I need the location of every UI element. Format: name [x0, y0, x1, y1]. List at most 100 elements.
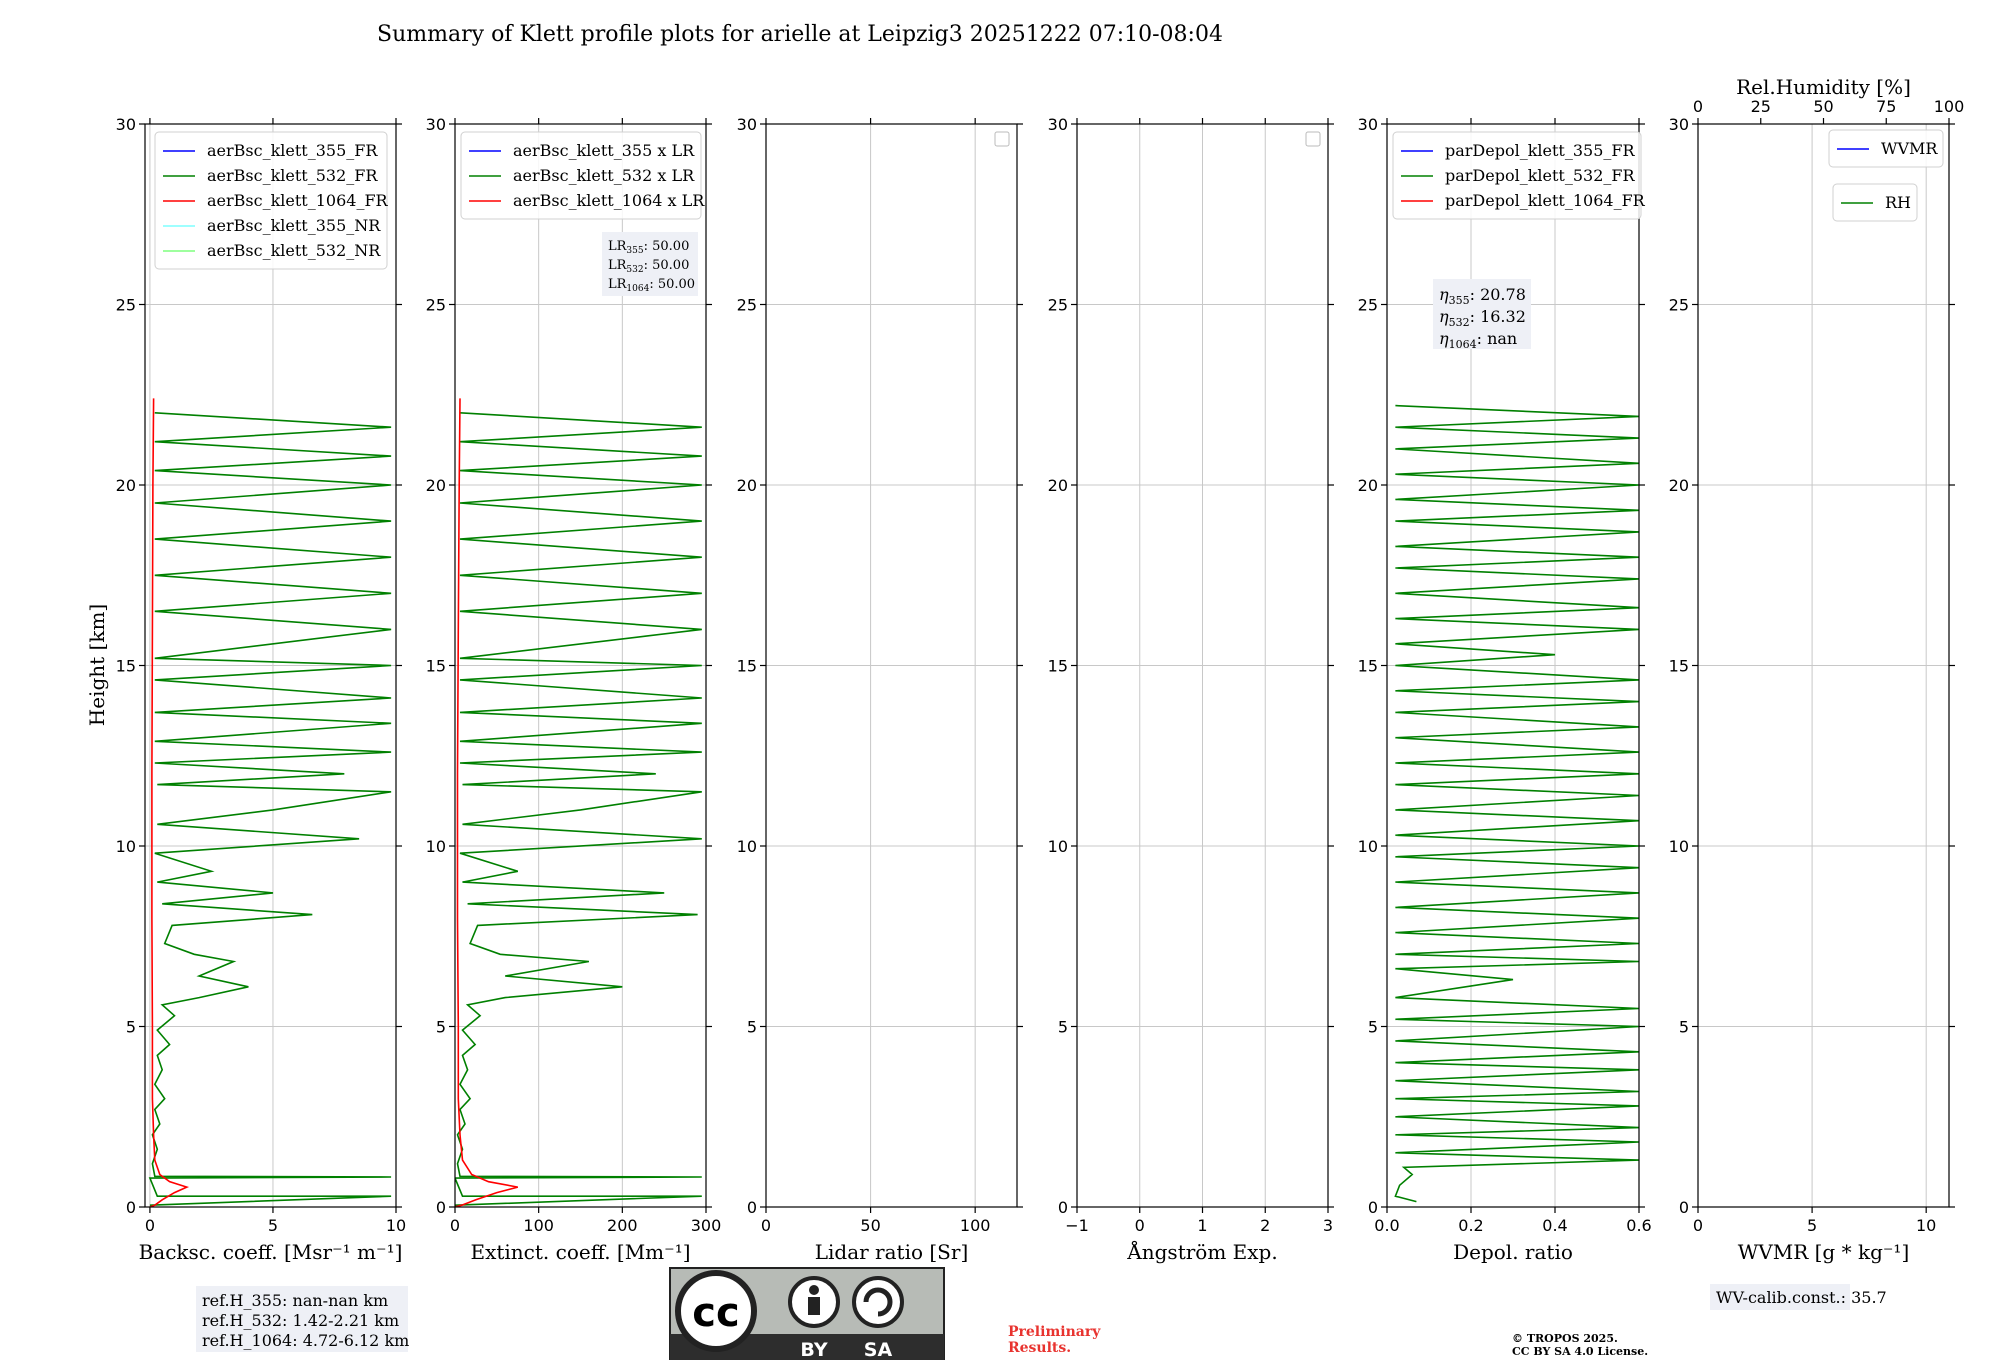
legend-label: WVMR [1881, 139, 1938, 158]
top-x-tick-label: 25 [1751, 97, 1771, 116]
x-tick-label: 0.4 [1542, 1216, 1567, 1235]
x-tick-label: 300 [691, 1216, 722, 1235]
y-tick-label: 15 [1669, 657, 1689, 676]
preliminary-note-line2: Results. [1008, 1340, 1071, 1356]
y-tick-label: 25 [737, 296, 757, 315]
cc-license-badge: cc BY SA [669, 1267, 945, 1360]
lr-info-line: LR1064: 50.00 [608, 277, 695, 294]
legend-label: aerBsc_klett_1064 x LR [513, 191, 705, 210]
top-x-tick-label: 50 [1813, 97, 1833, 116]
legend-box-rh [1832, 183, 1918, 222]
x-tick-label: 0.0 [1374, 1216, 1399, 1235]
top-x-tick-label: 100 [1934, 97, 1965, 116]
y-tick-label: 25 [1048, 296, 1068, 315]
y-tick-label: 25 [116, 296, 136, 315]
cc-logo-text: cc [692, 1290, 739, 1336]
preliminary-note-line1: Preliminary [1008, 1324, 1101, 1340]
cc-logo-icon [675, 1270, 757, 1352]
y-tick-label: 10 [116, 837, 136, 856]
y-tick-label: 5 [1058, 1018, 1068, 1037]
x-tick-label: 1 [1197, 1216, 1207, 1235]
x-tick-label: 0 [145, 1216, 155, 1235]
legend-box [154, 131, 388, 270]
y-tick-label: 30 [1358, 115, 1378, 134]
eta-info-line: η532: 16.32 [1439, 307, 1526, 329]
y-tick-label: 0 [1058, 1198, 1068, 1217]
x-tick-label: 0.2 [1458, 1216, 1483, 1235]
ref-height-box [196, 1286, 408, 1352]
y-tick-label: 15 [1358, 657, 1378, 676]
y-tick-label: 30 [426, 115, 446, 134]
y-tick-label: 10 [737, 837, 757, 856]
y-tick-label: 0 [1368, 1198, 1378, 1217]
legend-box [1828, 129, 1944, 168]
ref-height-line: ref.H_355: nan-nan km [202, 1291, 388, 1310]
x-tick-label: 50 [860, 1216, 880, 1235]
y-tick-label: 5 [436, 1018, 446, 1037]
legend-label: parDepol_klett_355_FR [1445, 141, 1636, 160]
y-tick-label: 15 [426, 657, 446, 676]
y-tick-label: 10 [1358, 837, 1378, 856]
x-tick-label: 10 [1916, 1216, 1936, 1235]
x-tick-label: −1 [1065, 1216, 1089, 1235]
y-tick-label: 20 [116, 476, 136, 495]
y-tick-label: 10 [426, 837, 446, 856]
top-x-axis-label: Rel.Humidity [%] [1736, 75, 1911, 99]
y-tick-label: 5 [1679, 1018, 1689, 1037]
y-tick-label: 20 [1358, 476, 1378, 495]
y-tick-label: 30 [116, 115, 136, 134]
copyright-line2: CC BY SA 4.0 License. [1512, 1345, 1648, 1358]
copyright-line1: © TROPOS 2025. [1512, 1332, 1618, 1345]
x-tick-label: 2 [1260, 1216, 1270, 1235]
top-x-tick-label: 75 [1876, 97, 1896, 116]
legend-label: aerBsc_klett_532_FR [207, 166, 378, 185]
y-tick-label: 20 [737, 476, 757, 495]
panel-lr: 0 5 10 15 20 25 30 0 50 100 Lidar ratio [Sr] [737, 115, 1023, 1264]
series-parDepol_klett_532_FR [1394, 404, 1639, 1203]
x-axis-label: Extinct. coeff. [Mm⁻¹] [470, 1240, 690, 1264]
sa-arrow-icon [863, 1287, 893, 1317]
y-tick-label: 20 [1048, 476, 1068, 495]
by-person-head [809, 1285, 819, 1295]
figure-title: Summary of Klett profile plots for ariel… [377, 22, 1223, 47]
legend-label: aerBsc_klett_532_NR [207, 241, 381, 260]
legend-label: aerBsc_klett_355_NR [207, 216, 381, 235]
y-tick-label: 10 [1048, 837, 1068, 856]
y-tick-label: 30 [1669, 115, 1689, 134]
x-axis-label: Lidar ratio [Sr] [815, 1240, 969, 1264]
empty-legend [994, 131, 1010, 147]
legend-label: aerBsc_klett_532 x LR [513, 166, 695, 185]
x-tick-label: 0.6 [1626, 1216, 1651, 1235]
legend-label: aerBsc_klett_355_FR [207, 141, 378, 160]
legend-label: parDepol_klett_1064_FR [1445, 191, 1646, 210]
legend-label: parDepol_klett_532_FR [1445, 166, 1636, 185]
panel-dep: 0 5 10 15 20 25 30 0.0 0.2 0.4 0.6 Depol. ratio parD… [1358, 115, 1652, 1264]
lr-info-line: LR355: 50.00 [608, 239, 689, 256]
y-tick-label: 30 [1048, 115, 1068, 134]
y-tick-label: 0 [436, 1198, 446, 1217]
sa-share-icon [852, 1276, 904, 1328]
x-tick-label: 10 [386, 1216, 406, 1235]
x-tick-label: 0 [1135, 1216, 1145, 1235]
y-axis-label: Height [km] [85, 604, 109, 726]
wv-calib-text: WV-calib.const.: 35.7 [1716, 1288, 1887, 1307]
empty-legend [1305, 131, 1321, 147]
y-tick-label: 5 [747, 1018, 757, 1037]
series-aerBsc_klett_1064_FR [149, 398, 190, 1207]
lr-info-box [602, 232, 698, 296]
y-tick-label: 0 [747, 1198, 757, 1217]
x-tick-label: 3 [1323, 1216, 1333, 1235]
x-axis-label: Ångström Exp. [1126, 1239, 1277, 1264]
ref-height-line: ref.H_1064: 4.72-6.12 km [202, 1331, 409, 1350]
y-tick-label: 10 [1669, 837, 1689, 856]
panel-bsc: 0 5 10 15 20 25 30 0 5 10 Backsc. coeff. [Msr⁻¹ m⁻… [116, 115, 409, 1352]
legend-label: RH [1885, 193, 1911, 212]
y-tick-label: 20 [1669, 476, 1689, 495]
x-axis-label: Backsc. coeff. [Msr⁻¹ m⁻¹] [139, 1240, 403, 1264]
legend-box [460, 131, 702, 220]
by-label: BY [800, 1339, 827, 1360]
